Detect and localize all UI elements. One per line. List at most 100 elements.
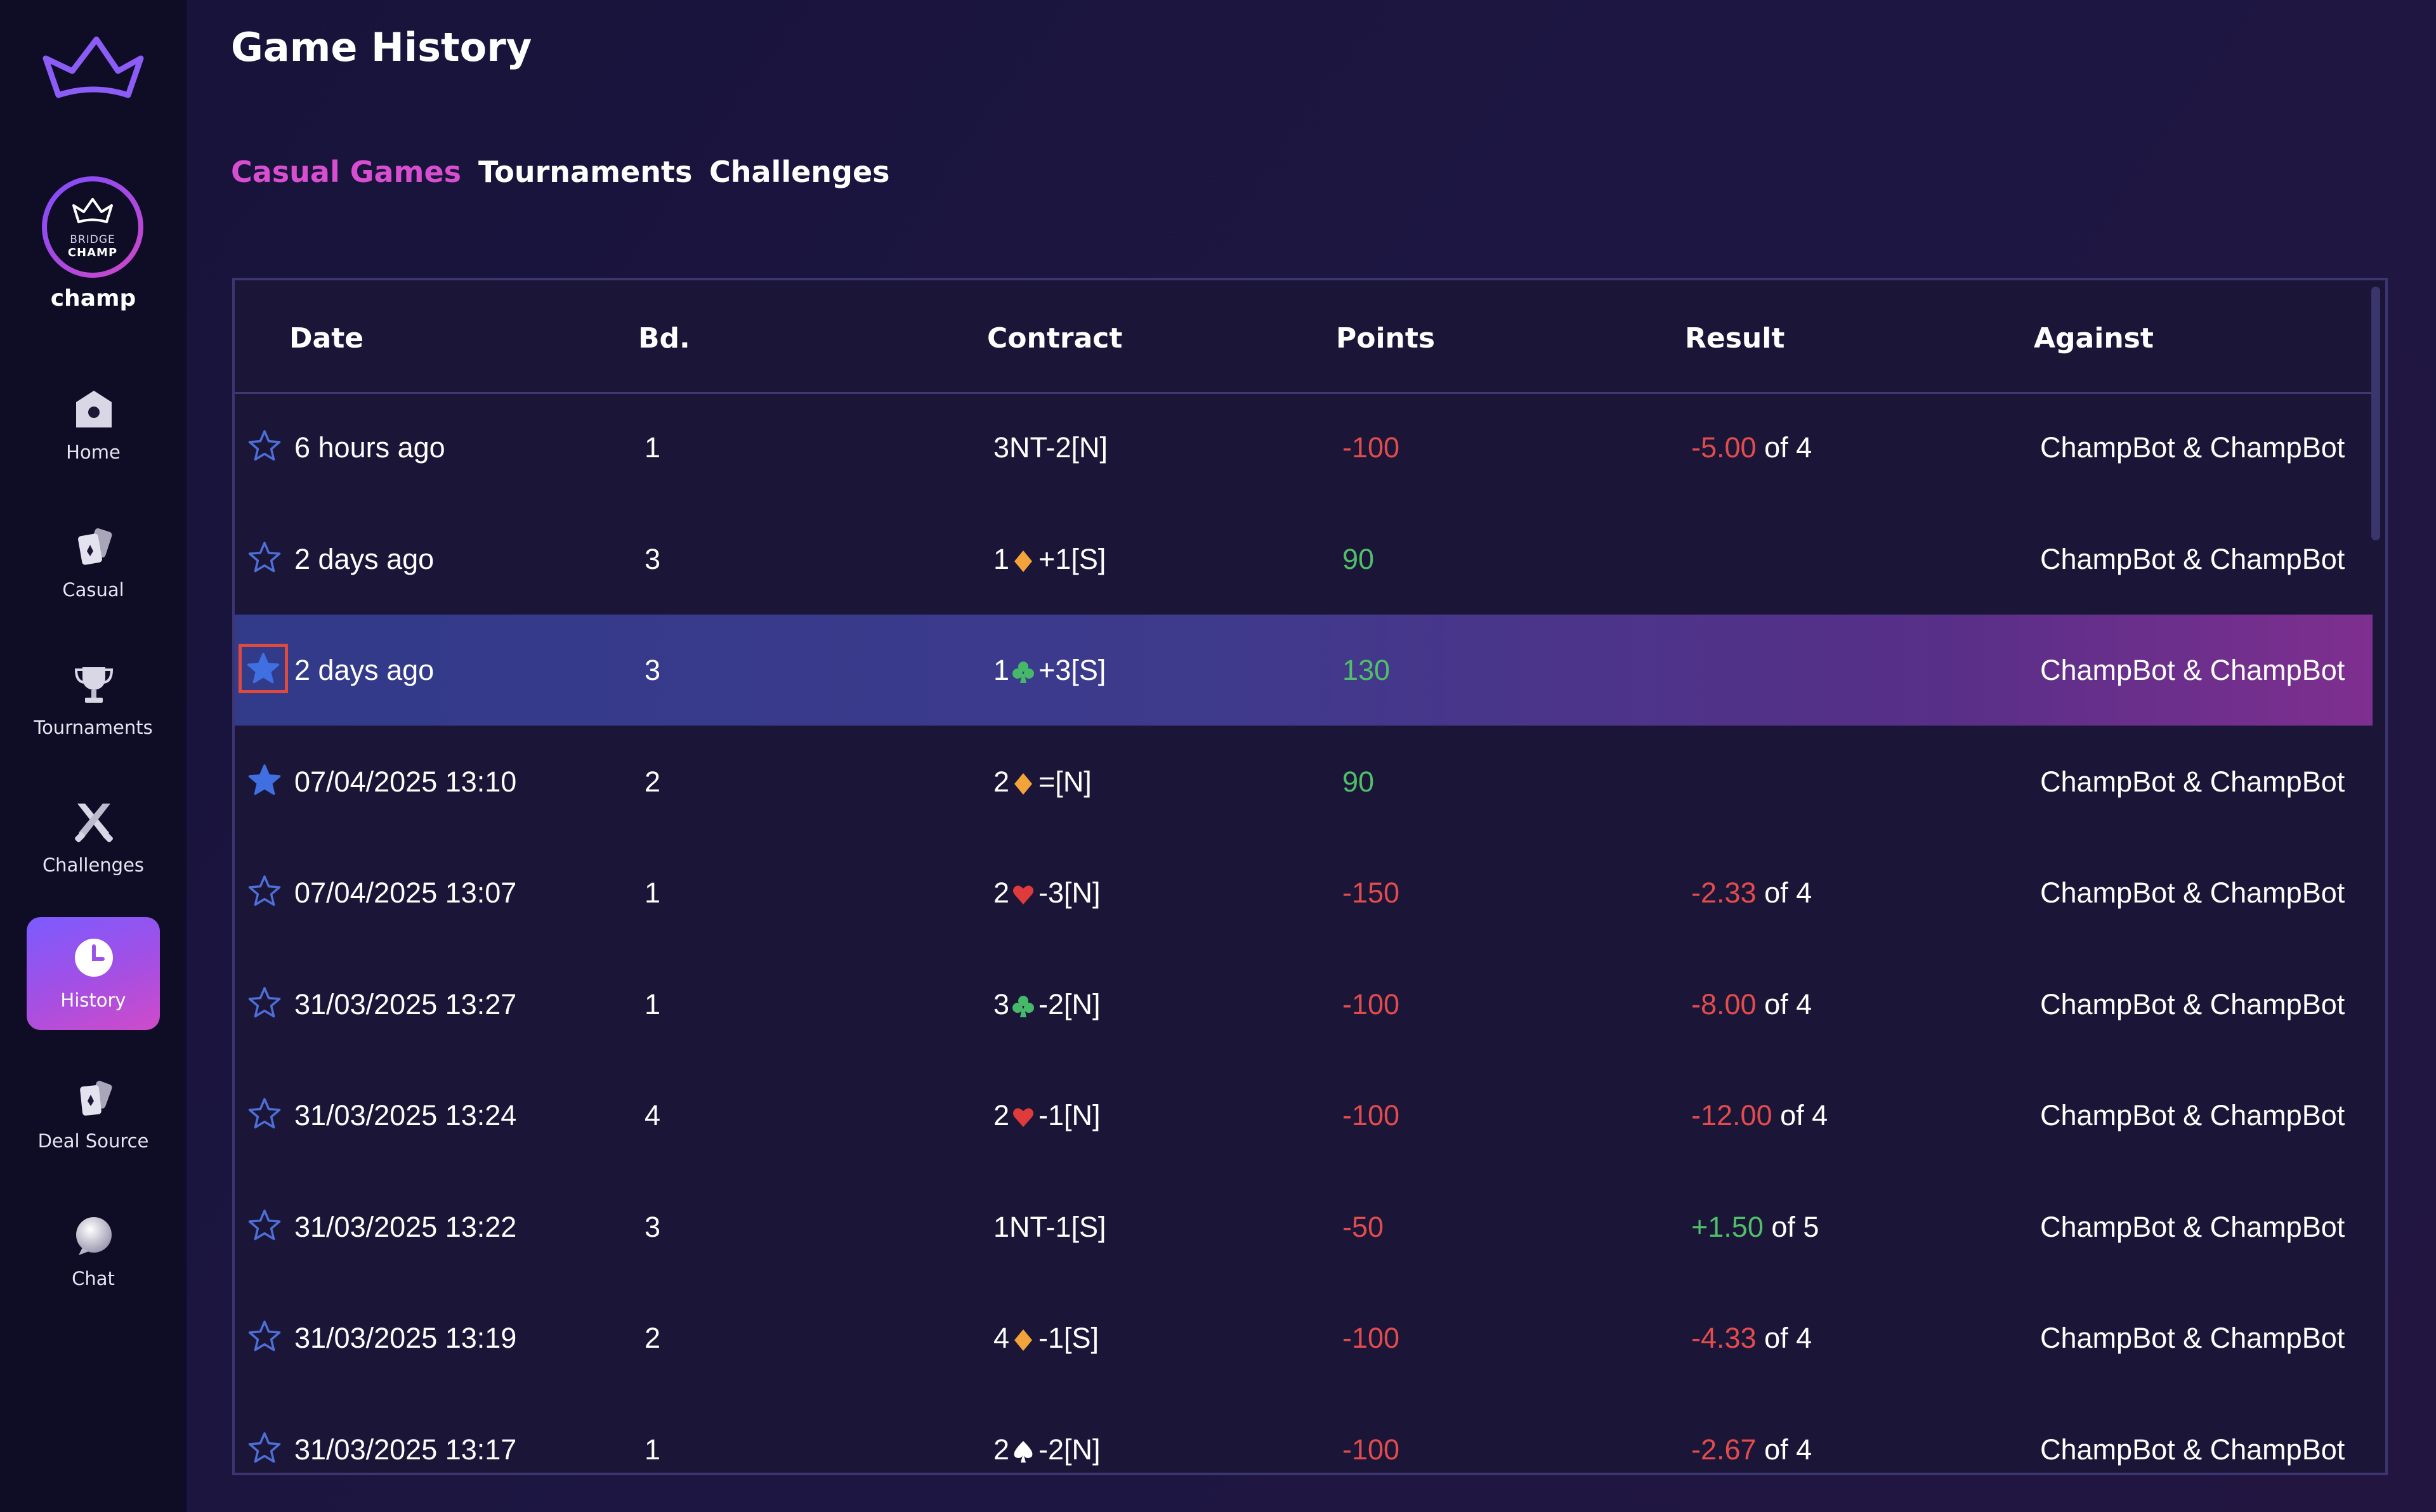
cell-board: 2 <box>645 1322 661 1354</box>
tab-casual-games[interactable]: Casual Games <box>231 155 462 189</box>
sidebar-item-label: Challenges <box>42 854 145 876</box>
cell-contract: 2 -2[N] <box>993 1394 1101 1473</box>
table-row[interactable]: 31/03/2025 13:19 2 4 -1[S] -100 -4.33 of 4 Cha… <box>235 1282 2373 1393</box>
swords-icon <box>75 804 113 842</box>
avatar[interactable]: BRIDGE CHAMP <box>42 176 143 278</box>
column-header-board[interactable]: Bd. <box>638 322 690 355</box>
favorite-star-icon[interactable] <box>246 427 283 464</box>
sidebar-item-label: History <box>60 989 126 1011</box>
contract-level: 1 <box>993 654 1010 686</box>
cell-points: 90 <box>1342 542 1375 575</box>
favorite-star-icon[interactable] <box>246 1318 283 1355</box>
deal-cards-icon <box>80 1081 112 1116</box>
tab-challenges[interactable]: Challenges <box>709 155 890 189</box>
favorite-star-icon[interactable] <box>239 644 288 693</box>
cell-against: ChampBot & ChampBot <box>2040 877 2345 909</box>
contract-result: -3[N] <box>1038 877 1101 909</box>
contract-level: 1NT <box>993 1210 1046 1243</box>
column-header-date[interactable]: Date <box>289 322 364 355</box>
table-row[interactable]: 2 days ago 3 1 +1[S] 90 ChampBot & ChampBot <box>235 504 2373 615</box>
cell-date: 31/03/2025 13:17 <box>294 1433 517 1466</box>
cell-points: -100 <box>1342 1433 1400 1466</box>
tab-tournaments[interactable]: Tournaments <box>478 155 693 189</box>
cell-result: -12.00 of 4 <box>1691 1060 1828 1171</box>
table-row[interactable]: 2 days ago 3 1 +3[S] 130 ChampBot & ChampBot <box>235 615 2373 726</box>
sidebar-item-challenges[interactable]: Challenges <box>27 782 160 895</box>
username: champ <box>50 285 136 311</box>
column-header-result[interactable]: Result <box>1685 322 1785 355</box>
column-header-points[interactable]: Points <box>1336 322 1436 355</box>
cell-points: 90 <box>1342 765 1375 798</box>
contract-result: -2[N] <box>1038 987 1101 1020</box>
result-value: -4.33 <box>1691 1322 1757 1354</box>
favorite-star-icon[interactable] <box>246 1430 283 1466</box>
favorite-star-icon[interactable] <box>246 1095 283 1132</box>
game-history-table: Date Bd. Contract Points Result Against … <box>232 278 2388 1475</box>
result-value: -2.33 <box>1691 877 1757 909</box>
cell-points: -100 <box>1342 1322 1400 1354</box>
contract-level: 2 <box>993 1433 1010 1466</box>
column-header-against[interactable]: Against <box>2034 322 2154 355</box>
cell-points: 130 <box>1342 654 1391 686</box>
contract-result: -1[N] <box>1038 1099 1101 1131</box>
crown-logo-icon[interactable] <box>39 34 147 104</box>
sidebar-item-label: Chat <box>72 1268 115 1289</box>
contract-level: 1 <box>993 542 1010 575</box>
cell-contract: 4 -1[S] <box>993 1282 1099 1393</box>
cell-against: ChampBot & ChampBot <box>2040 1433 2345 1466</box>
favorite-star-icon[interactable] <box>246 873 283 909</box>
contract-result: =[N] <box>1038 765 1092 798</box>
contract-result: -2[N] <box>1038 1433 1101 1466</box>
result-of: of 4 <box>1772 1099 1828 1131</box>
table-row[interactable]: 6 hours ago 1 3NT-2[N] -100 -5.00 of 4 ChampB… <box>235 392 2373 503</box>
cell-against: ChampBot & ChampBot <box>2040 654 2345 686</box>
avatar-brand-line2: CHAMP <box>67 246 118 259</box>
favorite-star-icon[interactable] <box>246 539 283 576</box>
sidebar-item-chat[interactable]: Chat <box>27 1196 160 1308</box>
table-row[interactable]: 07/04/2025 13:07 1 2 -3[N] -150 -2.33 of 4 Cha… <box>235 837 2373 948</box>
cell-date: 2 days ago <box>294 654 435 686</box>
table-row[interactable]: 31/03/2025 13:24 4 2 -1[N] -100 -12.00 of 4 Ch… <box>235 1060 2373 1171</box>
cell-result: -4.33 of 4 <box>1691 1282 1812 1393</box>
sidebar-item-home[interactable]: Home <box>27 369 160 482</box>
cell-contract: 1NT-1[S] <box>993 1171 1106 1282</box>
cell-contract: 2 =[N] <box>993 726 1092 837</box>
scrollbar-thumb[interactable] <box>2371 287 2380 540</box>
cell-date: 31/03/2025 13:19 <box>294 1322 517 1354</box>
favorite-star-icon[interactable] <box>246 1207 283 1244</box>
contract-result: +3[S] <box>1038 654 1106 686</box>
cell-date: 07/04/2025 13:10 <box>294 765 517 798</box>
diamond-suit-icon <box>1014 772 1033 795</box>
main-content: Game History Casual Games Tournaments Ch… <box>187 0 2436 1512</box>
column-header-contract[interactable]: Contract <box>987 322 1123 355</box>
cell-contract: 1 +3[S] <box>993 615 1106 726</box>
cell-date: 31/03/2025 13:27 <box>294 987 517 1020</box>
favorite-star-icon[interactable] <box>246 762 283 798</box>
cell-board: 3 <box>645 1210 661 1243</box>
cell-against: ChampBot & ChampBot <box>2040 765 2345 798</box>
avatar-brand-line1: BRIDGE <box>70 233 115 246</box>
cell-against: ChampBot & ChampBot <box>2040 1322 2345 1354</box>
contract-level: 3 <box>993 987 1010 1020</box>
cell-board: 1 <box>645 431 661 464</box>
table-row[interactable]: 31/03/2025 13:17 1 2 -2[N] -100 -2.67 of 4 Cha… <box>235 1394 2373 1473</box>
sidebar-item-label: Tournaments <box>34 717 153 738</box>
sidebar-item-casual[interactable]: Casual <box>27 507 160 620</box>
sidebar-item-tournaments[interactable]: Tournaments <box>27 644 160 757</box>
sidebar-item-history[interactable]: History <box>27 917 160 1030</box>
result-value: -2.67 <box>1691 1433 1757 1466</box>
contract-level: 3NT <box>993 431 1046 464</box>
table-row[interactable]: 31/03/2025 13:27 1 3 -2[N] -100 -8.00 of 4 Cha… <box>235 949 2373 1060</box>
cards-icon <box>78 528 112 565</box>
cell-contract: 3 -2[N] <box>993 949 1101 1060</box>
contract-level: 2 <box>993 765 1010 798</box>
table-row[interactable]: 31/03/2025 13:22 3 1NT-1[S] -50 +1.50 of 5 Ch… <box>235 1171 2373 1282</box>
club-suit-icon <box>1012 662 1035 684</box>
avatar-crown-icon <box>72 198 113 223</box>
favorite-star-icon[interactable] <box>246 984 283 1021</box>
cell-contract: 1 +1[S] <box>993 504 1106 615</box>
cell-date: 2 days ago <box>294 542 435 575</box>
table-row[interactable]: 07/04/2025 13:10 2 2 =[N] 90 ChampBot & Champ… <box>235 726 2373 837</box>
sidebar-item-label: Casual <box>62 579 124 601</box>
sidebar-item-deal-source[interactable]: Deal Source <box>27 1058 160 1171</box>
